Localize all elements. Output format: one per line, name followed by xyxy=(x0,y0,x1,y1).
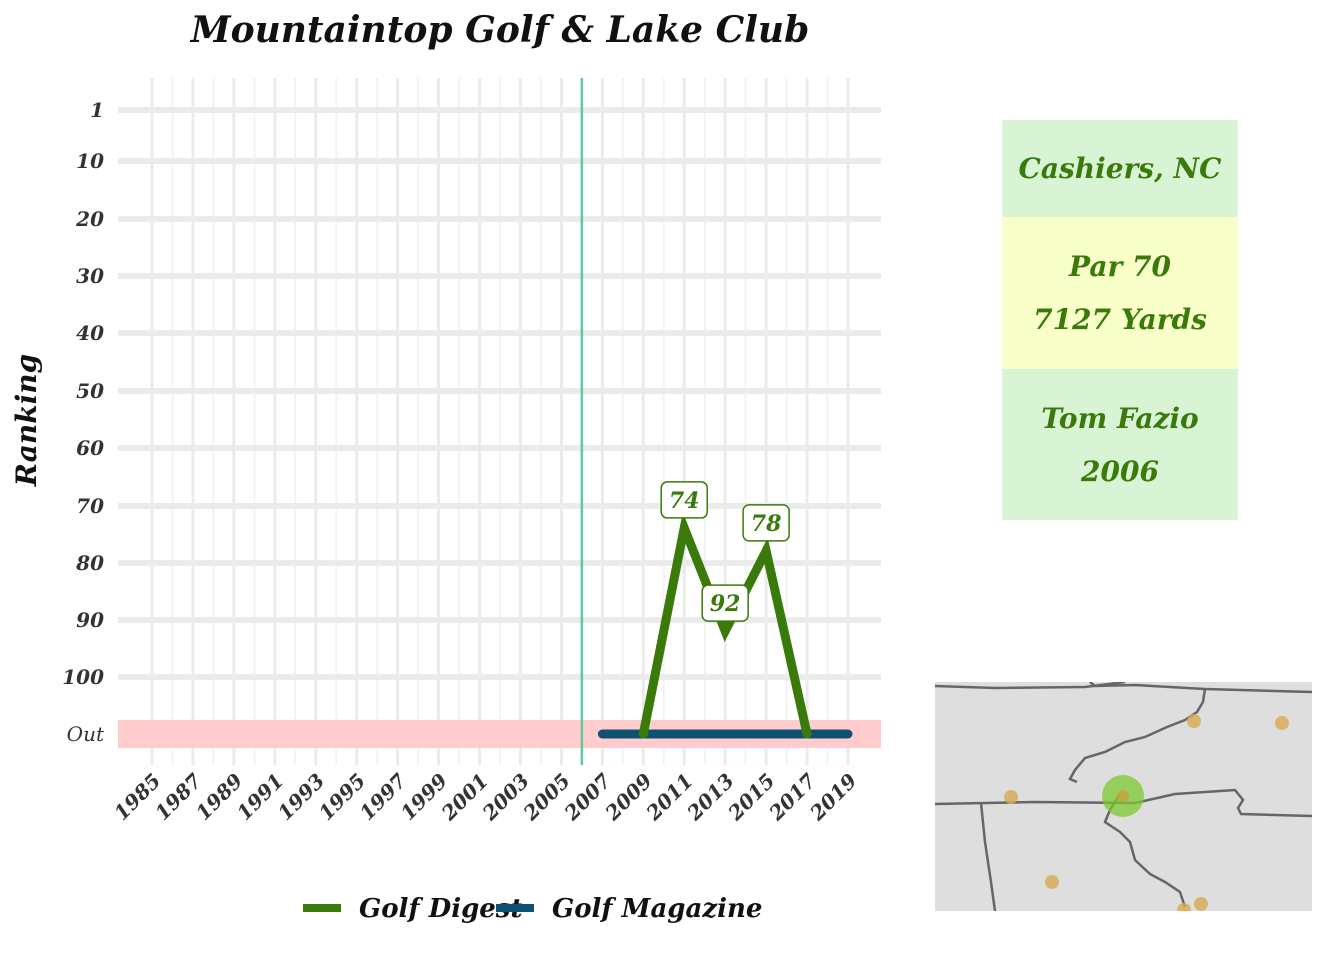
x-tick-label: 2007 xyxy=(559,769,616,826)
x-tick-label: 2005 xyxy=(518,769,575,826)
x-tick-label: 2001 xyxy=(436,769,493,826)
year-text: 2006 xyxy=(1081,454,1159,488)
x-tick-label: 2017 xyxy=(764,769,821,826)
designer-text: Tom Fazio xyxy=(1041,401,1199,435)
state-border-south xyxy=(1103,793,1187,908)
chart-title: Mountaintop Golf & Lake Club xyxy=(189,9,810,51)
data-label: 78 xyxy=(751,511,782,537)
map-course-dot xyxy=(1045,875,1059,889)
data-point xyxy=(601,733,603,735)
data-label-box xyxy=(660,481,708,519)
data-labels: 74 92 78 xyxy=(660,481,790,622)
x-tick-label: 1987 xyxy=(150,769,206,825)
x-tick-label: 2003 xyxy=(477,769,534,826)
y-tick-label: 1 xyxy=(90,98,104,122)
y-tick-label: 70 xyxy=(76,494,104,518)
map-course-dot xyxy=(1194,897,1208,911)
par-text: Par 70 xyxy=(1069,250,1171,283)
x-tick-label: 1989 xyxy=(191,769,247,825)
y-tick-label: 20 xyxy=(75,207,104,231)
legend: Golf Digest Golf Magazine xyxy=(303,894,762,924)
location-text: Cashiers, NC xyxy=(1018,152,1222,185)
x-tick-label: 1997 xyxy=(355,769,411,825)
x-tick-label: 2013 xyxy=(682,769,739,826)
course-stats-box: Par 70 7127 Yards xyxy=(1002,217,1238,369)
data-label: 74 xyxy=(669,488,700,514)
y-tick-label: 90 xyxy=(76,608,104,632)
map-course-dot xyxy=(1187,714,1201,728)
data-point xyxy=(724,630,726,632)
x-tick-label: 1999 xyxy=(396,769,452,825)
y-tick-label: 30 xyxy=(76,264,104,288)
data-point xyxy=(806,733,808,735)
data-point xyxy=(642,733,644,735)
x-tick-label: 1991 xyxy=(232,769,288,825)
data-point xyxy=(847,733,849,735)
map-course-dot xyxy=(1275,716,1289,730)
x-axis-ticks: 1985198719891991199319951997199920012003… xyxy=(109,769,861,826)
y-tick-label: 40 xyxy=(76,321,104,345)
y-tick-label: 100 xyxy=(62,665,104,689)
x-tick-label: 1993 xyxy=(273,769,329,825)
data-label-box xyxy=(742,504,790,542)
legend-label: Golf Digest xyxy=(359,894,522,924)
location-box: Cashiers, NC xyxy=(1002,120,1238,217)
y-axis-title: Ranking xyxy=(10,354,43,487)
x-tick-label: 2015 xyxy=(723,769,780,826)
data-point xyxy=(724,733,726,735)
map-course-dot xyxy=(1004,790,1018,804)
data-label: 92 xyxy=(710,591,741,617)
designer-box: Tom Fazio 2006 xyxy=(1002,369,1238,520)
map-course-dot xyxy=(1177,903,1191,911)
state-border-west xyxy=(979,802,997,911)
course-location-dot xyxy=(1117,790,1129,802)
grid xyxy=(118,78,881,765)
legend-label: Golf Magazine xyxy=(552,894,762,924)
x-tick-label: 2009 xyxy=(600,769,657,826)
state-border-river xyxy=(1068,688,1207,784)
state-border-top-right xyxy=(1089,682,1312,694)
y-tick-label: 50 xyxy=(76,379,104,403)
data-point xyxy=(683,527,685,529)
y-axis-ticks: 1 10 20 30 40 50 60 70 80 90 100 Out xyxy=(62,98,105,746)
data-point xyxy=(683,733,685,735)
series-lines xyxy=(597,512,853,739)
x-tick-label: 2019 xyxy=(804,769,861,826)
data-label-box xyxy=(701,584,749,622)
y-tick-label: Out xyxy=(67,722,105,746)
data-point xyxy=(765,550,767,552)
data-point xyxy=(765,733,767,735)
location-map xyxy=(935,682,1312,911)
state-border-mid xyxy=(935,788,1312,818)
x-tick-label: 1995 xyxy=(314,769,370,825)
yards-text: 7127 Yards xyxy=(1033,303,1207,336)
x-tick-label: 2011 xyxy=(641,769,698,826)
y-tick-label: 10 xyxy=(76,149,104,173)
y-tick-label: 60 xyxy=(76,436,104,460)
y-tick-label: 80 xyxy=(75,551,104,575)
map-svg xyxy=(935,682,1312,911)
x-tick-label: 1985 xyxy=(109,769,165,825)
